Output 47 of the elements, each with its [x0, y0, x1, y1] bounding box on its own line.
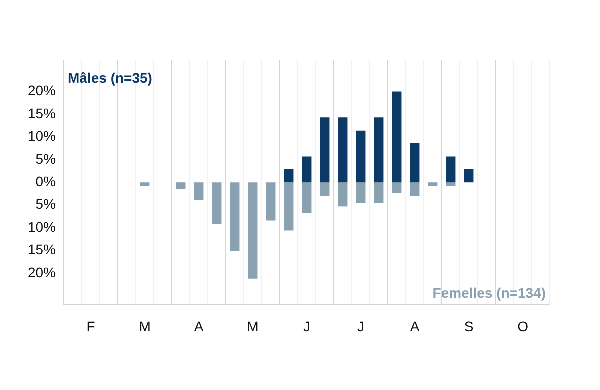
bar	[266, 182, 276, 221]
bar	[320, 182, 330, 196]
bar	[446, 156, 456, 183]
bar	[230, 182, 240, 252]
bar	[464, 169, 474, 183]
bar	[356, 182, 366, 204]
bar	[374, 182, 384, 204]
bar	[212, 182, 222, 224]
bar	[284, 169, 294, 183]
x-tick-label: M	[247, 318, 259, 334]
bar	[338, 182, 348, 207]
bar	[392, 92, 402, 183]
x-tick-label: M	[139, 318, 151, 334]
bar	[176, 182, 186, 190]
bar	[410, 182, 420, 196]
bar	[356, 130, 366, 183]
bar	[140, 182, 150, 186]
x-tick-label: J	[358, 318, 365, 334]
y-tick-label: 15%	[28, 242, 56, 258]
bar	[320, 118, 330, 183]
bar	[302, 156, 312, 183]
y-tick-label: 15%	[28, 105, 56, 122]
x-tick-label: S	[464, 318, 474, 334]
bar	[428, 182, 438, 186]
y-tick-label: 5%	[36, 150, 56, 167]
text: Mâles (n=35)	[68, 70, 152, 86]
bar	[302, 182, 312, 214]
bar	[338, 118, 348, 183]
x-tick-label: J	[304, 318, 311, 334]
x-tick-label: A	[410, 318, 420, 334]
y-tick-label: 10%	[28, 218, 56, 235]
x-tick-label: A	[194, 318, 204, 334]
bar	[446, 182, 456, 186]
bar	[248, 182, 258, 279]
text: Femelles (n=134)	[432, 285, 546, 302]
bar	[284, 182, 294, 231]
bar	[410, 144, 420, 183]
y-tick-label: 20%	[28, 264, 56, 280]
x-tick-label: O	[518, 318, 529, 334]
bar	[194, 182, 204, 200]
y-tick-label: 20%	[28, 82, 56, 99]
bar	[392, 182, 402, 194]
y-tick-label: 10%	[28, 128, 56, 144]
y-tick-label: 0%	[36, 173, 56, 190]
x-tick-label: F	[86, 318, 96, 334]
y-tick-label: 5%	[36, 196, 56, 212]
bar	[374, 118, 384, 183]
